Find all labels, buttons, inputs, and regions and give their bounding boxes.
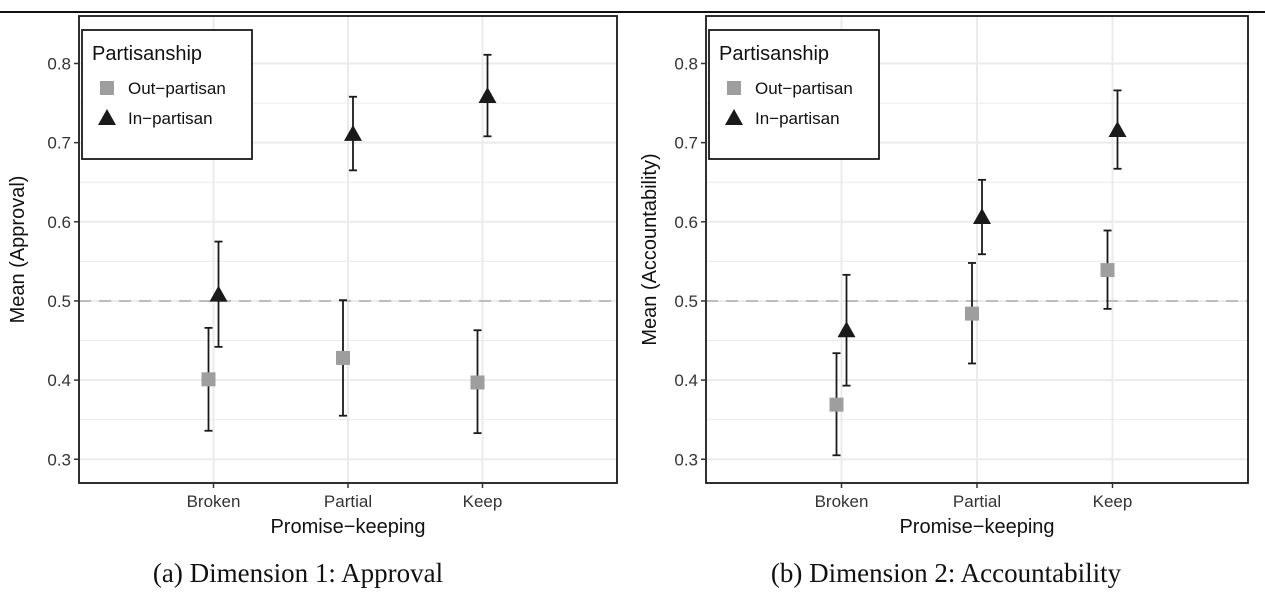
x-tick-label: Broken	[815, 492, 869, 511]
in-partisan-point	[973, 208, 991, 225]
legend-box	[81, 29, 253, 160]
legend-label: Out−partisan	[128, 79, 226, 98]
accountability-chart: 0.3 0.4 0.5 0.6 0.7 0.8 Broken Partial Keep Promi…	[639, 15, 1249, 538]
legend-title: Partisanship	[719, 43, 829, 65]
y-tick-label: 0.8	[47, 54, 71, 73]
x-tick-label: Broken	[187, 492, 241, 511]
x-axis-title: Promise−keeping	[899, 516, 1054, 538]
in-partisan-point	[1108, 120, 1127, 137]
y-tick-label: 0.6	[674, 213, 698, 232]
legend-square-icon	[727, 81, 741, 95]
caption-approval: (a) Dimension 1: Approval	[152, 558, 444, 588]
legend-triangle-icon	[98, 109, 116, 125]
caption-accountability: (b) Dimension 2: Accountability	[770, 558, 1122, 588]
out-partisan-point	[829, 397, 844, 412]
legend-label: In−partisan	[755, 109, 840, 128]
in-partisan-point	[344, 124, 362, 141]
y-tick-label: 0.5	[47, 292, 71, 311]
legend-title: Partisanship	[92, 43, 202, 65]
legend-square-icon	[100, 81, 114, 95]
x-tick-label: Partial	[953, 492, 1001, 511]
y-tick-label: 0.5	[674, 292, 698, 311]
y-tick-label: 0.7	[674, 134, 698, 153]
y-tick-label: 0.8	[674, 54, 698, 73]
x-tick-label: Keep	[1093, 492, 1133, 511]
y-tick-label: 0.3	[47, 450, 71, 469]
x-tick-label: Keep	[463, 492, 503, 511]
y-tick-label: 0.3	[674, 450, 698, 469]
x-tick-label: Partial	[324, 492, 372, 511]
y-axis-title: Mean (Approval)	[7, 176, 29, 324]
legend-triangle-icon	[725, 109, 743, 125]
y-axis-title: Mean (Accountability)	[639, 153, 661, 345]
y-tick-label: 0.7	[47, 134, 71, 153]
y-tick-label: 0.6	[47, 213, 71, 232]
out-partisan-point	[336, 350, 350, 365]
out-partisan-point	[470, 375, 485, 390]
legend-label: In−partisan	[128, 109, 213, 128]
top-rule	[0, 11, 1265, 13]
approval-chart: 0.3 0.4 0.5 0.6 0.7 0.8 Broken Partial Keep Promi…	[7, 15, 618, 538]
in-partisan-point	[837, 321, 856, 338]
y-tick-label: 0.4	[47, 371, 71, 390]
in-partisan-point	[209, 285, 228, 302]
out-partisan-point	[201, 372, 216, 387]
in-partisan-point	[478, 86, 497, 103]
out-partisan-point	[1100, 263, 1115, 278]
out-partisan-point	[965, 306, 979, 321]
legend-label: Out−partisan	[755, 79, 853, 98]
y-tick-label: 0.4	[674, 371, 698, 390]
x-axis-title: Promise−keeping	[270, 516, 425, 538]
